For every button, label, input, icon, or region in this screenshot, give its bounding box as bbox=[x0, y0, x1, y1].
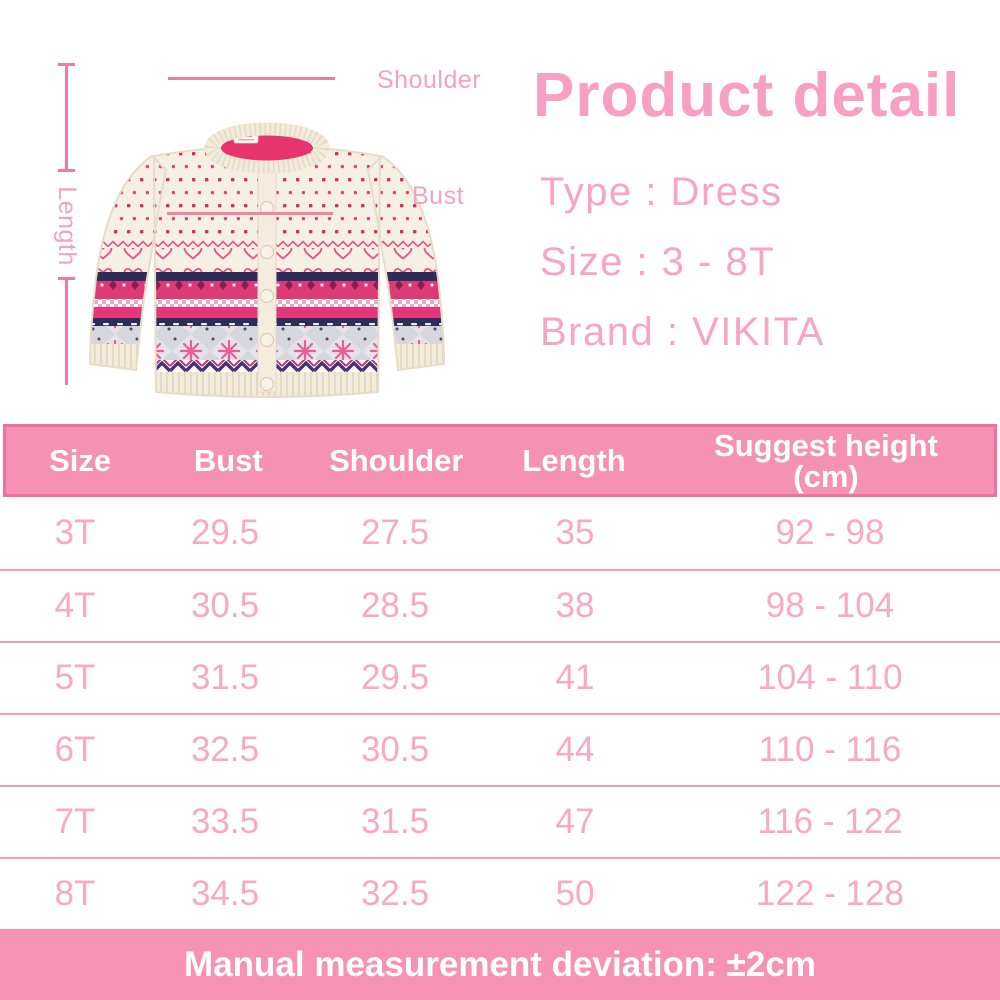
header-suggest-height: Suggest height (cm) bbox=[658, 430, 994, 492]
header-shoulder: Shoulder bbox=[329, 442, 464, 478]
header-bust: Bust bbox=[193, 442, 263, 478]
cell-size: 6T bbox=[54, 730, 96, 769]
length-tick-mid-lower bbox=[58, 277, 75, 280]
cell-size: 4T bbox=[54, 586, 96, 625]
cell-length: 47 bbox=[555, 802, 595, 841]
cell-size: 8T bbox=[54, 874, 96, 913]
cell-length: 38 bbox=[555, 586, 595, 625]
button-placket bbox=[257, 151, 277, 393]
cell-length: 41 bbox=[555, 658, 595, 697]
length-tick-top bbox=[58, 63, 75, 66]
cell-shoulder: 30.5 bbox=[360, 730, 430, 769]
size-row-8t: 8T 34.5 32.5 50 122 - 128 bbox=[0, 857, 1000, 929]
size-chart-table: Size Bust Shoulder Length Suggest height… bbox=[0, 424, 1000, 929]
product-detail-title: Product detail bbox=[533, 61, 961, 130]
cell-bust: 33.5 bbox=[190, 802, 260, 841]
header-suggest-height-unit: (cm) bbox=[793, 458, 859, 494]
cell-height: 110 - 116 bbox=[758, 730, 902, 769]
bust-label: Bust bbox=[412, 182, 465, 210]
cell-length: 50 bbox=[555, 874, 595, 913]
detail-type-line: Type : Dress bbox=[540, 170, 783, 214]
table-header-row: Size Bust Shoulder Length Suggest height… bbox=[3, 424, 997, 497]
collar bbox=[204, 122, 330, 174]
cell-bust: 30.5 bbox=[190, 586, 260, 625]
measurement-deviation-note: Manual measurement deviation: ±2cm bbox=[0, 929, 1000, 1000]
cell-length: 44 bbox=[555, 730, 595, 769]
cell-bust: 29.5 bbox=[190, 513, 260, 552]
cell-shoulder: 28.5 bbox=[360, 586, 430, 625]
cell-height: 104 - 110 bbox=[757, 658, 903, 697]
cell-shoulder: 32.5 bbox=[360, 874, 430, 913]
cell-length: 35 bbox=[555, 513, 595, 552]
size-row-6t: 6T 32.5 30.5 44 110 - 116 bbox=[0, 713, 1000, 785]
cell-shoulder: 27.5 bbox=[360, 513, 430, 552]
size-row-4t: 4T 30.5 28.5 38 98 - 104 bbox=[0, 569, 1000, 641]
shoulder-label: Shoulder bbox=[377, 66, 482, 94]
cell-height: 122 - 128 bbox=[756, 874, 904, 913]
length-measure-line bbox=[65, 279, 68, 385]
cell-shoulder: 29.5 bbox=[360, 658, 430, 697]
header-size: Size bbox=[49, 442, 112, 478]
cell-bust: 31.5 bbox=[190, 658, 260, 697]
cell-height: 116 - 122 bbox=[757, 802, 903, 841]
product-image-panel: Shoulder Bust Length Product detail Type… bbox=[0, 0, 1000, 424]
header-suggest-height-line1: Suggest height bbox=[714, 427, 938, 463]
length-label: Length bbox=[53, 186, 81, 266]
cell-shoulder: 31.5 bbox=[360, 802, 430, 841]
size-row-3t: 3T 29.5 27.5 35 92 - 98 bbox=[0, 497, 1000, 569]
length-measure-line bbox=[65, 65, 68, 171]
size-row-7t: 7T 33.5 31.5 47 116 - 122 bbox=[0, 785, 1000, 857]
length-tick-mid-upper bbox=[58, 169, 75, 172]
cell-size: 5T bbox=[54, 658, 96, 697]
detail-brand-line: Brand : VIKITA bbox=[540, 310, 825, 354]
cell-height: 92 - 98 bbox=[775, 513, 885, 552]
bust-measure-line bbox=[167, 212, 333, 215]
cell-size: 3T bbox=[54, 513, 96, 552]
cell-bust: 34.5 bbox=[190, 874, 260, 913]
cardigan-product-image bbox=[88, 122, 446, 398]
detail-size-line: Size : 3 - 8T bbox=[540, 240, 776, 284]
cell-bust: 32.5 bbox=[190, 730, 260, 769]
shoulder-measure-line bbox=[168, 77, 335, 80]
cell-height: 98 - 104 bbox=[765, 586, 895, 625]
cell-size: 7T bbox=[54, 802, 96, 841]
header-length: Length bbox=[522, 442, 626, 478]
size-row-5t: 5T 31.5 29.5 41 104 - 110 bbox=[0, 641, 1000, 713]
